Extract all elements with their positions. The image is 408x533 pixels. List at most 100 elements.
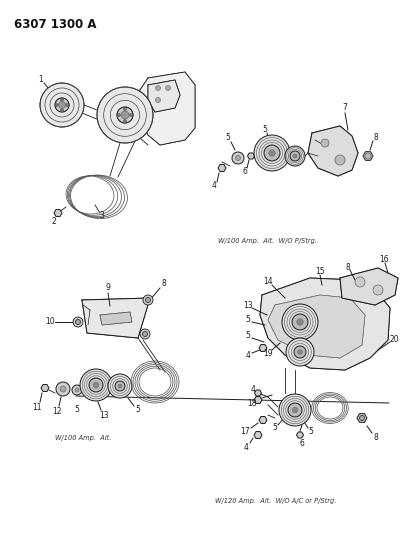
Polygon shape <box>363 152 373 160</box>
Circle shape <box>55 98 69 112</box>
Text: 2: 2 <box>52 216 56 225</box>
Text: 8: 8 <box>374 433 378 442</box>
Circle shape <box>279 394 311 426</box>
Circle shape <box>117 107 133 123</box>
Polygon shape <box>260 278 390 370</box>
Polygon shape <box>259 416 267 423</box>
Circle shape <box>166 85 171 91</box>
Text: 4: 4 <box>244 442 248 451</box>
Circle shape <box>143 295 153 305</box>
Polygon shape <box>259 344 267 351</box>
Text: 1: 1 <box>39 76 43 85</box>
Circle shape <box>254 135 290 171</box>
Circle shape <box>66 103 69 107</box>
Text: 5: 5 <box>263 125 267 133</box>
Circle shape <box>142 332 148 336</box>
Polygon shape <box>100 312 132 325</box>
Circle shape <box>58 101 66 109</box>
Polygon shape <box>340 268 398 305</box>
Text: 5: 5 <box>226 133 231 142</box>
Circle shape <box>55 103 58 107</box>
Circle shape <box>72 385 82 395</box>
Circle shape <box>124 108 126 110</box>
Text: 5: 5 <box>135 406 140 415</box>
Circle shape <box>373 285 383 295</box>
Circle shape <box>285 146 305 166</box>
Text: 15: 15 <box>315 268 325 277</box>
Text: 19: 19 <box>263 349 273 358</box>
Circle shape <box>60 386 66 392</box>
Polygon shape <box>297 432 304 438</box>
Circle shape <box>146 297 151 303</box>
Circle shape <box>56 382 70 396</box>
Polygon shape <box>41 384 49 391</box>
Text: 14: 14 <box>263 278 273 287</box>
Circle shape <box>60 98 64 101</box>
Polygon shape <box>255 390 262 396</box>
Circle shape <box>288 403 302 417</box>
Circle shape <box>155 85 160 91</box>
Polygon shape <box>140 72 195 145</box>
Text: W/100 Amp.  Alt.  W/O P/Strg.: W/100 Amp. Alt. W/O P/Strg. <box>218 238 317 244</box>
Text: 18: 18 <box>247 400 257 408</box>
Polygon shape <box>82 298 150 338</box>
Circle shape <box>293 154 297 158</box>
Text: 4: 4 <box>212 182 216 190</box>
Circle shape <box>40 83 84 127</box>
Circle shape <box>108 374 132 398</box>
Circle shape <box>129 114 133 117</box>
Polygon shape <box>254 432 262 439</box>
Text: 13: 13 <box>99 410 109 419</box>
Circle shape <box>365 153 371 159</box>
Text: 7: 7 <box>343 103 348 112</box>
Text: 3: 3 <box>100 211 104 220</box>
Text: 5: 5 <box>273 424 277 432</box>
Text: 4: 4 <box>251 385 255 394</box>
Text: 8: 8 <box>162 279 166 288</box>
Circle shape <box>80 369 112 401</box>
Circle shape <box>359 416 364 421</box>
Polygon shape <box>148 80 180 112</box>
Text: 5: 5 <box>308 426 313 435</box>
Text: 6: 6 <box>243 167 247 176</box>
Circle shape <box>118 114 120 117</box>
Text: 17: 17 <box>240 427 250 437</box>
Text: 20: 20 <box>389 335 399 344</box>
Circle shape <box>321 139 329 147</box>
Text: 4: 4 <box>246 351 251 359</box>
Circle shape <box>73 317 83 327</box>
Text: 6: 6 <box>299 439 304 448</box>
Circle shape <box>235 156 240 160</box>
Circle shape <box>60 109 64 112</box>
Polygon shape <box>218 165 226 172</box>
Text: 5: 5 <box>75 405 80 414</box>
Polygon shape <box>54 209 62 216</box>
Circle shape <box>155 98 160 102</box>
Circle shape <box>297 319 303 325</box>
Polygon shape <box>254 397 262 403</box>
Circle shape <box>292 407 298 413</box>
Text: 5: 5 <box>246 332 251 341</box>
Circle shape <box>292 314 308 330</box>
Text: 9: 9 <box>106 284 111 293</box>
Circle shape <box>335 155 345 165</box>
Circle shape <box>264 145 280 161</box>
Circle shape <box>269 150 275 156</box>
Text: 13: 13 <box>243 301 253 310</box>
Circle shape <box>297 350 302 354</box>
Circle shape <box>97 87 153 143</box>
Circle shape <box>75 319 80 325</box>
Circle shape <box>89 378 103 392</box>
Circle shape <box>294 346 306 358</box>
Circle shape <box>124 119 126 123</box>
Text: 5: 5 <box>246 316 251 325</box>
Text: W/120 Amp.  Alt.  W/O A/C or P/Strg.: W/120 Amp. Alt. W/O A/C or P/Strg. <box>215 498 336 504</box>
Polygon shape <box>357 414 367 422</box>
Circle shape <box>140 329 150 339</box>
Circle shape <box>118 384 122 388</box>
Circle shape <box>93 382 99 388</box>
Text: 12: 12 <box>52 408 62 416</box>
Text: W/100 Amp.  Alt.: W/100 Amp. Alt. <box>55 435 111 441</box>
Text: 6307 1300 A: 6307 1300 A <box>14 18 97 31</box>
Polygon shape <box>308 126 358 176</box>
